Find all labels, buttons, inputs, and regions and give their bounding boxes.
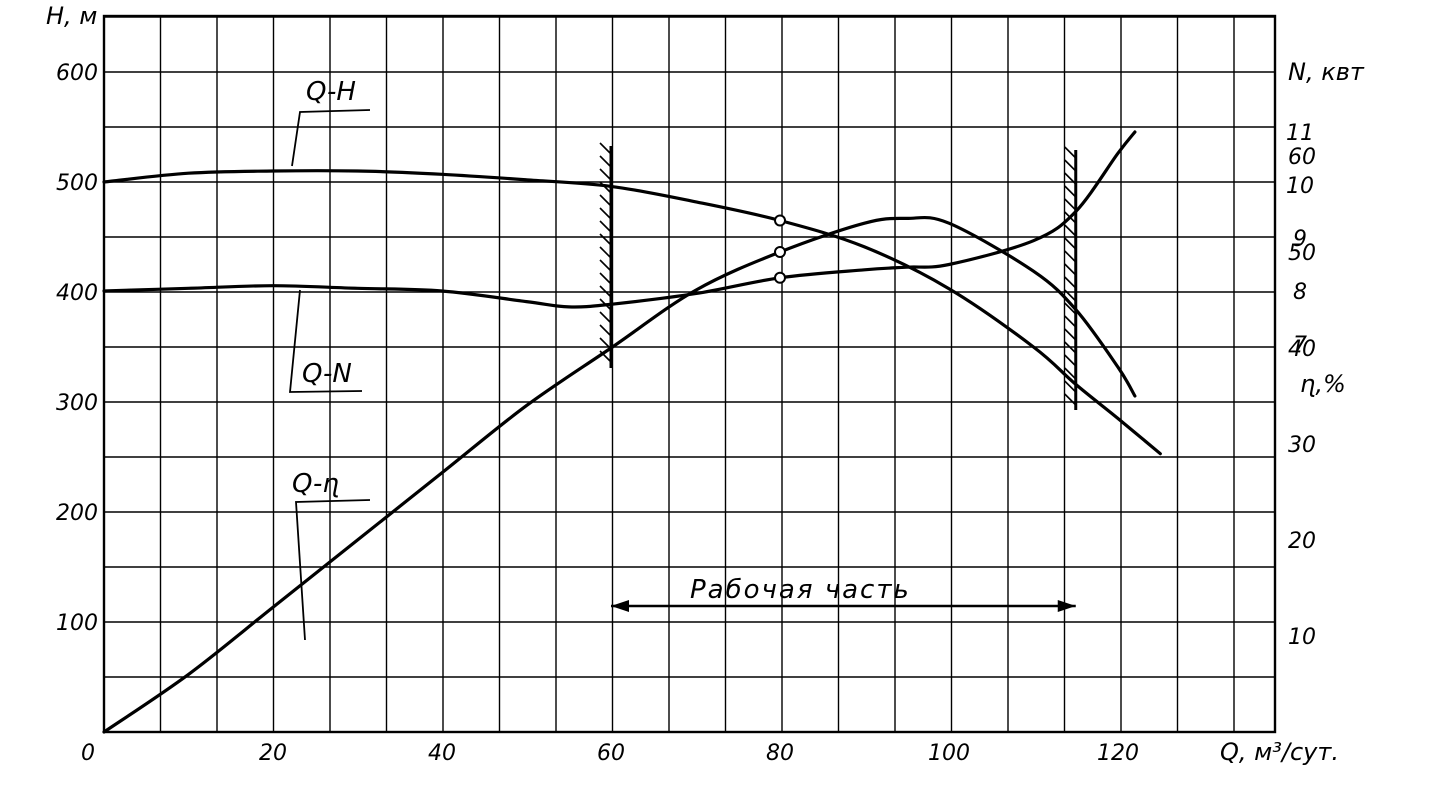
range-boundary-hatch bbox=[599, 142, 612, 155]
series-label-q-eta: Q-ɳ bbox=[292, 469, 339, 499]
y-axis-left-title: H, м bbox=[46, 2, 97, 30]
label-leader bbox=[289, 289, 363, 393]
y-left-tick-label: 500 bbox=[56, 171, 98, 196]
range-boundary-hatch bbox=[1064, 250, 1077, 263]
x-tick-label: 60 bbox=[597, 741, 625, 766]
working-range-label: Рабочая часть bbox=[690, 575, 911, 605]
y-right-power-tick-label: 9 bbox=[1293, 227, 1307, 252]
right-axis-power-ticks: 7 8 9 10 11 bbox=[1286, 121, 1314, 358]
range-boundary-hatch bbox=[599, 155, 612, 168]
y-right-efficiency-tick-label: 20 bbox=[1288, 529, 1316, 554]
range-boundary-hatch bbox=[1064, 302, 1077, 315]
series-line-q-n bbox=[102, 130, 1137, 309]
range-boundary-hatch bbox=[1064, 315, 1077, 328]
series-line-q-eta bbox=[102, 215, 1137, 734]
marked-points bbox=[774, 214, 786, 284]
label-leader bbox=[295, 499, 371, 641]
series-label-q-h: Q-H bbox=[306, 77, 356, 107]
range-boundary-hatch bbox=[599, 285, 612, 298]
y-left-tick-label: 300 bbox=[56, 391, 98, 416]
range-boundary-hatch bbox=[1064, 159, 1077, 172]
y-right-power-tick-label: 11 bbox=[1286, 121, 1314, 146]
y-left-tick-label: 600 bbox=[56, 61, 98, 86]
series-label-q-n: Q-N bbox=[302, 359, 352, 389]
range-boundary-hatch bbox=[1064, 198, 1077, 211]
working-range-bounds bbox=[599, 142, 1078, 410]
range-boundary-hatch bbox=[1064, 328, 1077, 341]
range-boundary-hatch bbox=[1064, 172, 1077, 185]
grid bbox=[103, 16, 1275, 733]
range-boundary-hatch bbox=[599, 194, 612, 207]
range-arrow-head-right bbox=[1057, 600, 1076, 612]
marked-point bbox=[774, 271, 786, 284]
range-boundary-hatch bbox=[1064, 341, 1077, 354]
range-boundary-hatch bbox=[1064, 380, 1077, 393]
range-boundary-hatch bbox=[599, 259, 612, 272]
range-boundary-hatch bbox=[1064, 276, 1077, 289]
range-boundary-hatch bbox=[599, 324, 612, 337]
y-right-power-tick-label: 10 bbox=[1286, 174, 1314, 199]
x-axis-title: Q, м³/сут. bbox=[1220, 738, 1339, 766]
range-boundary-hatch bbox=[599, 207, 612, 220]
plot-border bbox=[102, 14, 1277, 734]
right-axis-efficiency-ticks: 10 20 30 40 50 60 bbox=[1288, 145, 1316, 650]
x-tick-label: 120 bbox=[1097, 741, 1139, 766]
range-boundary-hatch bbox=[599, 168, 612, 181]
x-tick-label: 0 bbox=[81, 741, 95, 766]
x-tick-label: 20 bbox=[259, 741, 287, 766]
range-boundary-hatch bbox=[599, 272, 612, 285]
label-leader bbox=[291, 109, 371, 167]
label-leaders bbox=[289, 109, 371, 641]
y-axis-right-efficiency-title: ɳ,% bbox=[1300, 370, 1346, 398]
range-boundary-hatch bbox=[599, 246, 612, 259]
marked-point bbox=[774, 214, 786, 227]
y-left-tick-label: 400 bbox=[56, 281, 98, 306]
range-boundary-hatch bbox=[1064, 263, 1077, 276]
y-right-efficiency-tick-label: 10 bbox=[1288, 625, 1316, 650]
range-boundary-hatch bbox=[599, 311, 612, 324]
x-tick-label: 100 bbox=[928, 741, 970, 766]
series-line-q-h bbox=[102, 169, 1162, 456]
range-boundary-hatch bbox=[1064, 224, 1077, 237]
bottom-axis-ticks: 0 20 40 60 80 100 120 bbox=[81, 741, 1139, 766]
y-right-efficiency-tick-label: 60 bbox=[1288, 145, 1316, 170]
left-axis-ticks: 100 200 300 400 500 600 bbox=[56, 61, 98, 636]
range-boundary-hatch bbox=[1064, 289, 1077, 302]
range-boundary-hatch bbox=[1064, 146, 1077, 159]
y-right-power-tick-label: 7 bbox=[1293, 333, 1307, 358]
series-group bbox=[102, 130, 1162, 734]
range-boundary-hatch bbox=[599, 220, 612, 233]
x-tick-label: 40 bbox=[428, 741, 456, 766]
y-axis-right-power-title: N, квт bbox=[1288, 58, 1365, 86]
x-tick-label: 80 bbox=[766, 741, 794, 766]
range-boundary-hatch bbox=[599, 233, 612, 246]
y-right-efficiency-tick-label: 30 bbox=[1288, 433, 1316, 458]
y-right-power-tick-label: 8 bbox=[1293, 280, 1307, 305]
y-left-tick-label: 200 bbox=[56, 501, 98, 526]
range-boundary-hatch bbox=[1064, 237, 1077, 250]
y-right-efficiency-tick-label: 50 bbox=[1288, 241, 1316, 266]
working-range-arrow bbox=[611, 600, 1076, 612]
plot-frame bbox=[102, 14, 1277, 734]
marked-point bbox=[774, 246, 786, 258]
range-boundary-hatch bbox=[599, 337, 612, 350]
y-right-efficiency-tick-label: 40 bbox=[1288, 337, 1316, 362]
range-arrow-head-left bbox=[611, 600, 629, 612]
range-boundary-hatch bbox=[1064, 393, 1077, 406]
range-boundary-hatch bbox=[1064, 367, 1077, 380]
range-boundary-hatch bbox=[1064, 354, 1077, 367]
y-left-tick-label: 100 bbox=[56, 611, 98, 636]
range-boundary-hatch bbox=[1064, 185, 1077, 198]
